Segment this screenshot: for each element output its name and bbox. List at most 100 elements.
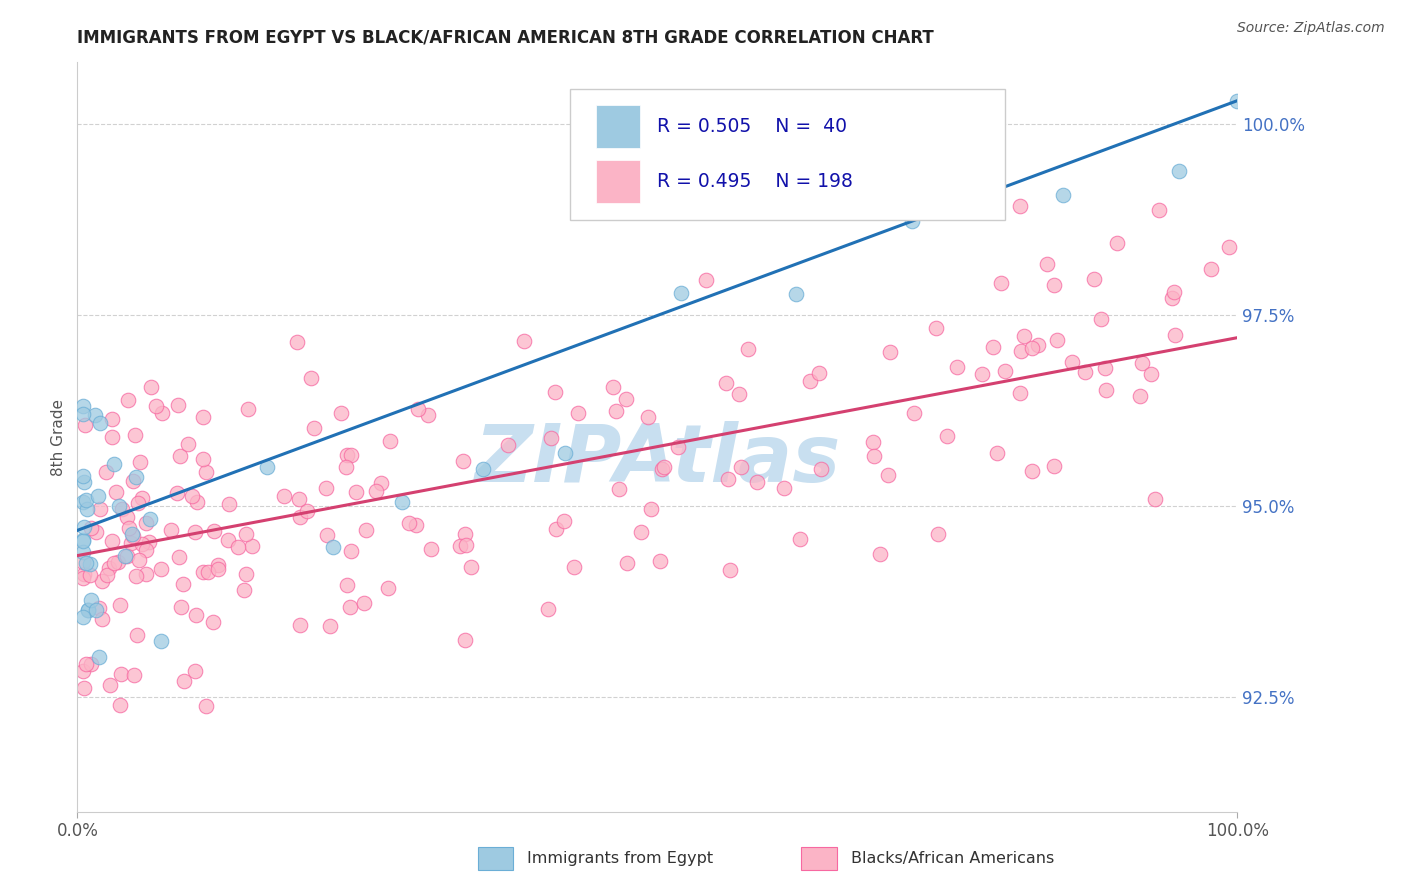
Point (73, 417, 96, 432)
Point (727, 387, 749, 401)
Point (903, 406, 925, 420)
Point (217, 533, 239, 548)
Point (302, 420, 325, 434)
Point (256, 459, 278, 474)
Point (135, 516, 157, 531)
Point (472, 461, 495, 475)
Point (184, 608, 207, 623)
Point (124, 668, 146, 682)
Point (290, 617, 312, 632)
Point (72, 555, 94, 569)
Point (79, 557, 101, 571)
Point (149, 562, 172, 576)
Point (107, 555, 129, 569)
Point (1021, 464, 1043, 478)
Point (72, 664, 94, 678)
Point (150, 634, 173, 648)
Point (745, 475, 768, 490)
Point (111, 501, 134, 516)
Point (273, 489, 295, 503)
Point (84, 524, 107, 539)
Text: R = 0.505    N =  40: R = 0.505 N = 40 (658, 117, 848, 136)
Point (108, 698, 131, 713)
Point (138, 535, 160, 549)
Point (1062, 355, 1084, 369)
Point (983, 340, 1005, 354)
Point (1168, 163, 1191, 178)
Point (416, 408, 439, 422)
Text: Immigrants from Egypt: Immigrants from Egypt (527, 852, 713, 866)
Point (994, 364, 1017, 378)
Point (235, 527, 257, 541)
Point (810, 462, 832, 476)
Point (714, 376, 737, 390)
Point (77, 603, 100, 617)
Point (730, 460, 752, 475)
Point (616, 556, 638, 570)
Point (120, 536, 142, 550)
Point (100, 533, 122, 548)
Point (101, 430, 124, 444)
Point (233, 583, 256, 598)
Point (124, 470, 146, 484)
Point (562, 560, 585, 574)
Point (377, 582, 399, 596)
Point (544, 522, 567, 536)
Bar (596, 160, 640, 203)
Point (138, 512, 160, 526)
Point (1010, 343, 1032, 358)
Point (567, 406, 589, 420)
Point (1147, 203, 1170, 218)
Point (75, 557, 97, 571)
Point (614, 392, 637, 407)
Point (114, 549, 136, 563)
Point (87, 601, 110, 615)
Point (607, 482, 630, 496)
Point (202, 524, 225, 538)
Point (186, 495, 208, 509)
Point (75, 492, 97, 507)
Point (1143, 492, 1166, 507)
Point (454, 632, 477, 647)
Point (1043, 459, 1066, 474)
Point (1105, 236, 1128, 251)
Point (1043, 278, 1066, 293)
Point (195, 465, 218, 479)
Point (869, 547, 891, 561)
Point (73, 520, 96, 534)
Point (124, 427, 146, 442)
Point (122, 528, 145, 542)
Point (936, 428, 959, 442)
Point (695, 273, 717, 287)
Point (127, 496, 149, 510)
Point (191, 452, 214, 467)
Point (197, 565, 219, 579)
Point (84, 603, 107, 617)
Point (242, 539, 264, 553)
Point (152, 406, 174, 420)
Point (96, 568, 118, 582)
Point (335, 460, 357, 475)
Point (807, 366, 830, 380)
Point (76, 502, 98, 516)
Text: IMMIGRANTS FROM EGYPT VS BLACK/AFRICAN AMERICAN 8TH GRADE CORRELATION CHART: IMMIGRANTS FROM EGYPT VS BLACK/AFRICAN A… (77, 29, 934, 47)
Point (666, 440, 689, 454)
Point (945, 360, 967, 375)
Point (75, 657, 97, 671)
Point (115, 510, 138, 524)
Point (370, 475, 392, 490)
Point (72, 533, 94, 548)
Point (184, 665, 207, 679)
Point (540, 431, 562, 445)
Point (1130, 355, 1153, 369)
Point (89, 650, 111, 665)
Point (737, 342, 759, 356)
Point (1139, 367, 1161, 381)
Point (544, 385, 567, 400)
Point (125, 628, 148, 642)
Point (115, 549, 138, 564)
Point (191, 565, 214, 579)
Point (131, 491, 153, 505)
Point (159, 523, 181, 537)
Point (84, 408, 107, 422)
